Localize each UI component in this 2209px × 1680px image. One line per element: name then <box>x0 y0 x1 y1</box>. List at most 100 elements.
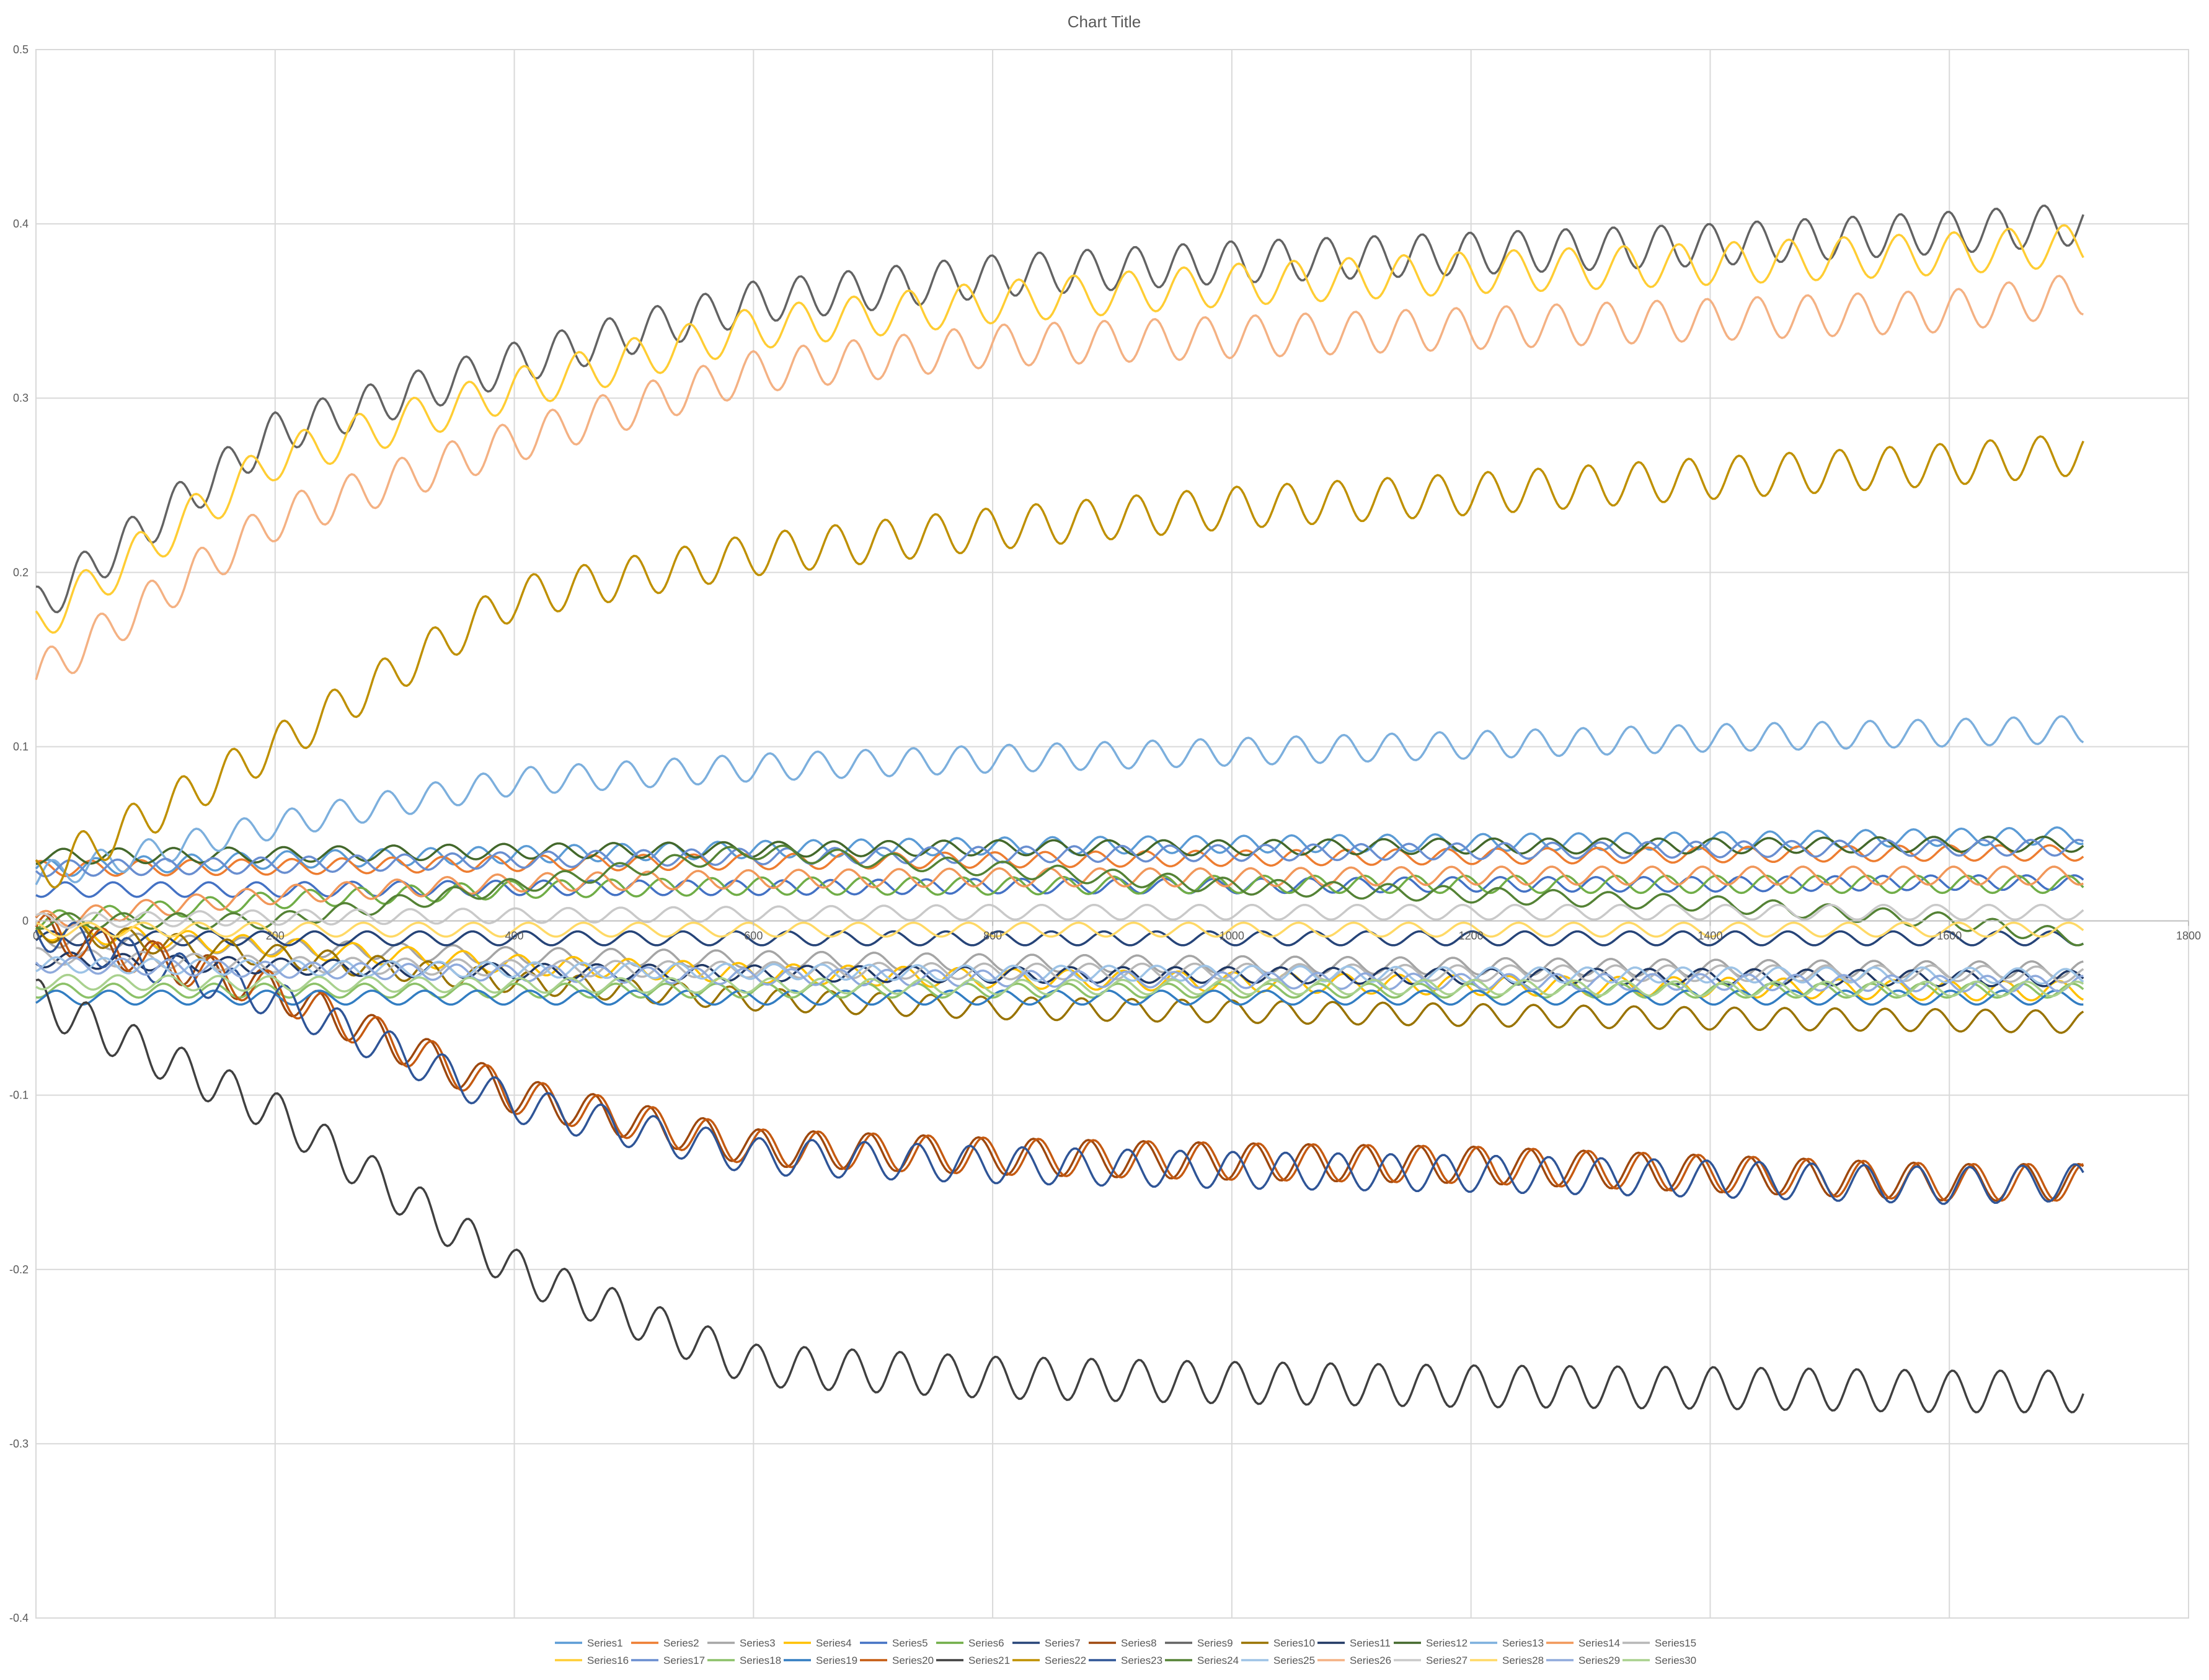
legend-item: Series1 <box>555 1637 623 1649</box>
series-line-series12 <box>35 836 2084 865</box>
series-line-series29 <box>35 956 2084 993</box>
x-tick-label: 800 <box>983 930 1002 942</box>
y-tick-label: 0 <box>22 915 29 927</box>
axes: -0.4 -0.3 -0.2 -0.1 0 0.1 0.2 0.3 0.4 0.5 0 200 400 6… <box>9 43 2201 1624</box>
y-tick-label: 0.1 <box>13 740 29 753</box>
series-lines <box>35 205 2084 1413</box>
series-line-series27 <box>35 903 2084 929</box>
x-tick-label: 1200 <box>1459 930 1484 942</box>
legend-item: Series13 <box>1470 1637 1544 1649</box>
y-tick-label: -0.2 <box>9 1263 29 1276</box>
x-tick-label: 0 <box>33 930 39 942</box>
legend-item: Series24 <box>1165 1655 1239 1666</box>
legend-item: Series17 <box>631 1655 705 1666</box>
legend-label: Series13 <box>1502 1637 1544 1649</box>
series-line-series30 <box>35 973 2084 997</box>
legend-item: Series4 <box>784 1637 852 1649</box>
y-tick-label: 0.2 <box>13 566 29 578</box>
series-line-series17 <box>35 838 2084 878</box>
legend-item: Series3 <box>707 1637 776 1649</box>
legend-item: Series20 <box>860 1655 934 1666</box>
legend-item: Series21 <box>936 1655 1010 1666</box>
legend-label: Series22 <box>1045 1655 1086 1666</box>
legend-label: Series26 <box>1350 1655 1391 1666</box>
legend-label: Series5 <box>892 1637 928 1649</box>
y-tick-label: 0.5 <box>13 43 29 56</box>
series-line-series28 <box>35 921 2084 938</box>
legend-label: Series25 <box>1273 1655 1315 1666</box>
legend-label: Series18 <box>740 1655 781 1666</box>
x-tick-label: 200 <box>266 930 285 942</box>
series-line-series2 <box>35 844 2084 877</box>
series-line-series8 <box>35 912 2084 1202</box>
legend-label: Series21 <box>968 1655 1010 1666</box>
legend-item: Series30 <box>1622 1655 1696 1666</box>
legend-label: Series10 <box>1273 1637 1315 1649</box>
y-tick-label: 0.4 <box>13 218 29 230</box>
series-line-series26 <box>35 275 2084 681</box>
legend-item: Series9 <box>1165 1637 1233 1649</box>
y-tick-label: -0.1 <box>9 1089 29 1102</box>
series-line-series15 <box>35 947 2084 984</box>
legend-item: Series10 <box>1241 1637 1315 1649</box>
legend-item: Series5 <box>860 1637 928 1649</box>
legend-label: Series14 <box>1578 1637 1620 1649</box>
series-line-series22 <box>35 435 2084 889</box>
series-line-series10 <box>35 922 2084 1034</box>
y-tick-label: -0.4 <box>9 1612 29 1624</box>
series-line-series21 <box>35 978 2084 1413</box>
legend-item: Series27 <box>1394 1655 1468 1666</box>
series-line-series24 <box>35 844 2084 947</box>
series-line-series9 <box>35 205 2084 614</box>
legend-label: Series19 <box>816 1655 857 1666</box>
x-tick-label: 1800 <box>2176 930 2201 942</box>
legend-item: Series23 <box>1089 1655 1162 1666</box>
legend-item: Series14 <box>1546 1637 1620 1649</box>
series-line-series16 <box>35 224 2084 634</box>
legend-label: Series23 <box>1121 1655 1162 1666</box>
legend-label: Series30 <box>1655 1655 1696 1666</box>
series-line-series1 <box>35 826 2084 877</box>
series-line-series6 <box>35 875 2084 931</box>
legend-label: Series9 <box>1197 1637 1233 1649</box>
x-tick-label: 400 <box>505 930 524 942</box>
legend-item: Series25 <box>1241 1655 1315 1666</box>
series-line-series14 <box>35 865 2084 927</box>
legend-label: Series16 <box>587 1655 629 1666</box>
series-line-series4 <box>35 922 2084 1002</box>
legend-label: Series3 <box>740 1637 776 1649</box>
legend-item: Series18 <box>707 1655 781 1666</box>
legend-item: Series15 <box>1622 1637 1696 1649</box>
legend-item: Series28 <box>1470 1655 1544 1666</box>
legend-item: Series16 <box>555 1655 629 1666</box>
x-tick-label: 1400 <box>1698 930 1722 942</box>
legend-label: Series17 <box>663 1655 705 1666</box>
chart-title: Chart Title <box>1068 12 1141 31</box>
legend-item: Series22 <box>1012 1655 1086 1666</box>
legend-label: Series4 <box>816 1637 852 1649</box>
series-line-series20 <box>35 913 2084 1202</box>
x-tick-label: 1600 <box>1937 930 1962 942</box>
legend-label: Series20 <box>892 1655 934 1666</box>
legend: Series1 Series2 Series3 Series4 Series5 Serie… <box>555 1637 1696 1666</box>
y-tick-label: 0.3 <box>13 392 29 404</box>
legend-item: Series29 <box>1546 1655 1620 1666</box>
legend-label: Series7 <box>1045 1637 1081 1649</box>
legend-label: Series8 <box>1121 1637 1157 1649</box>
legend-label: Series11 <box>1350 1637 1391 1649</box>
legend-item: Series6 <box>936 1637 1004 1649</box>
legend-label: Series12 <box>1426 1637 1468 1649</box>
series-line-series19 <box>35 989 2084 1006</box>
legend-item: Series2 <box>631 1637 699 1649</box>
legend-label: Series29 <box>1578 1655 1620 1666</box>
legend-item: Series11 <box>1317 1637 1391 1649</box>
x-tick-label: 600 <box>744 930 763 942</box>
legend-label: Series2 <box>663 1637 699 1649</box>
series-line-series23 <box>35 921 2084 1205</box>
legend-item: Series7 <box>1012 1637 1081 1649</box>
legend-label: Series28 <box>1502 1655 1544 1666</box>
series-line-series13 <box>35 715 2084 885</box>
legend-label: Series1 <box>587 1637 623 1649</box>
